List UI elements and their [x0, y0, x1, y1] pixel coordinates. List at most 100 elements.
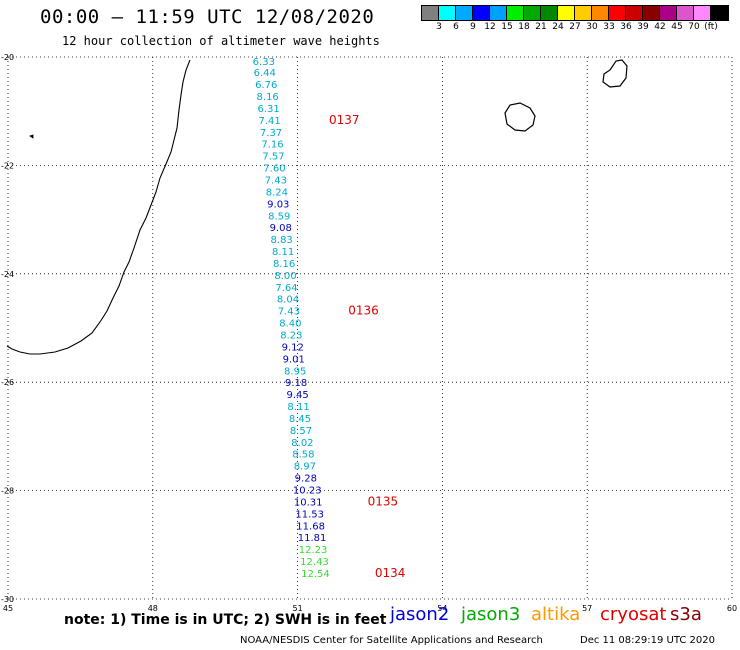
wave-height-value: 6.33 [253, 57, 275, 68]
colorbar-swatch [575, 6, 592, 20]
lat-tick-label: -22 [1, 161, 14, 170]
wave-height-value: 8.57 [290, 426, 312, 437]
wave-height-value: 11.53 [295, 509, 324, 520]
wave-height-value: 6.76 [255, 80, 277, 91]
footer-note: note: 1) Time is in UTC; 2) SWH is in fe… [64, 612, 387, 628]
mauritius-island [602, 59, 628, 88]
colorbar-swatch [541, 6, 558, 20]
colorbar-label: 21 [535, 22, 547, 32]
lon-tick-label: 48 [148, 604, 158, 613]
wave-height-value: 7.43 [265, 175, 287, 186]
wave-height-value: 10.23 [293, 486, 322, 497]
wave-height-values: 6.336.446.768.166.317.417.377.167.577.60… [253, 57, 330, 580]
wave-height-value: 7.43 [278, 307, 300, 318]
small-islet [29, 134, 34, 139]
colorbar-swatch [473, 6, 490, 20]
wave-height-value: 7.57 [262, 152, 284, 163]
wave-height-value: 9.28 [295, 474, 317, 485]
wave-height-value: 9.08 [270, 223, 292, 234]
wave-height-value: 9.12 [282, 342, 304, 353]
colorbar-swatch [490, 6, 507, 20]
colorbar-swatch [626, 6, 643, 20]
colorbar-label: 6 [453, 22, 459, 32]
wave-height-value: 8.40 [279, 319, 301, 330]
wave-height-value: 8.45 [289, 414, 311, 425]
colorbar-label: 15 [501, 22, 513, 32]
colorbar-label: 18 [518, 22, 530, 32]
lat-tick-label: -28 [1, 487, 14, 496]
colorbar-swatch [643, 6, 660, 20]
pass-time-label: 0135 [368, 494, 399, 508]
colorbar-label: (ft) [704, 22, 718, 32]
wave-height-value: 11.81 [298, 533, 327, 544]
wave-height-value: 11.68 [296, 521, 325, 532]
wave-height-value: 7.41 [258, 116, 280, 127]
wave-height-value: 12.43 [300, 557, 329, 568]
wave-height-value: 8.02 [291, 438, 313, 449]
legend-jason2: jason2 [390, 604, 450, 625]
wave-height-value: 9.45 [286, 390, 308, 401]
lon-tick-label: 51 [293, 604, 303, 613]
wave-height-value: 6.44 [254, 68, 276, 79]
wave-height-value: 8.04 [277, 295, 299, 306]
wave-height-value: 8.00 [274, 271, 296, 282]
legend-s3a: s3a [670, 604, 702, 625]
wave-height-value: 8.24 [266, 187, 288, 198]
footer-timestamp: Dec 11 08:29:19 UTC 2020 [580, 635, 715, 646]
colorbar-swatch [592, 6, 609, 20]
colorbar-swatch [422, 6, 439, 20]
wave-height-value: 7.60 [263, 164, 285, 175]
pass-time-label: 0137 [329, 113, 360, 127]
wave-height-value: 8.59 [268, 211, 290, 222]
map-grid [7, 56, 733, 600]
colorbar-label: 27 [569, 22, 581, 32]
wave-height-value: 12.23 [299, 545, 328, 556]
colorbar-label: 12 [484, 22, 496, 32]
wave-height-value: 8.58 [292, 450, 314, 461]
colorbar-label: 3 [436, 22, 442, 32]
colorbar-label: 24 [552, 22, 564, 32]
reunion-island [504, 102, 536, 132]
lat-tick-label: -20 [1, 53, 14, 62]
colorbar-swatch [456, 6, 473, 20]
legend-cryosat: cryosat [600, 604, 667, 625]
colorbar-swatch [507, 6, 524, 20]
colorbar-swatch [677, 6, 694, 20]
colorbar-swatch [694, 6, 711, 20]
lat-tick-label: -30 [1, 595, 14, 604]
colorbar-swatch [609, 6, 626, 20]
colorbar-label: 9 [470, 22, 476, 32]
wave-height-value: 8.97 [294, 462, 316, 473]
pass-time-label: 0134 [375, 566, 406, 580]
footer-credit: NOAA/NESDIS Center for Satellite Applica… [240, 635, 543, 646]
wave-height-value: 8.23 [280, 331, 302, 342]
colorbar-legend [421, 5, 729, 21]
pass-labels: 0137 0136 0135 0134 [329, 113, 405, 580]
madagascar-coast [6, 59, 191, 355]
wave-height-value: 7.16 [261, 140, 283, 151]
lon-tick-label: 57 [582, 604, 592, 613]
wave-height-value: 8.11 [287, 402, 309, 413]
map-title: 00:00 – 11:59 UTC 12/08/2020 [40, 6, 375, 28]
wave-height-value: 6.31 [258, 104, 280, 115]
colorbar-swatch [660, 6, 677, 20]
wave-height-value: 9.01 [283, 354, 305, 365]
lat-tick-label: -24 [1, 270, 14, 279]
colorbar-label: 33 [603, 22, 615, 32]
legend-jason3: jason3 [461, 604, 521, 625]
wave-height-value: 9.18 [285, 378, 307, 389]
colorbar-label: 70 [688, 22, 700, 32]
colorbar-label: 36 [620, 22, 632, 32]
pass-time-label: 0136 [348, 304, 379, 318]
colorbar-swatch [524, 6, 541, 20]
wave-height-value: 8.83 [271, 235, 293, 246]
wave-height-value: 9.03 [267, 199, 289, 210]
colorbar-swatch [558, 6, 575, 20]
colorbar-label: 45 [671, 22, 683, 32]
lon-tick-label: 60 [727, 604, 737, 613]
lon-tick-label: 45 [3, 604, 13, 613]
wave-height-value: 12.54 [301, 569, 330, 580]
lon-tick-label: 54 [437, 604, 447, 613]
